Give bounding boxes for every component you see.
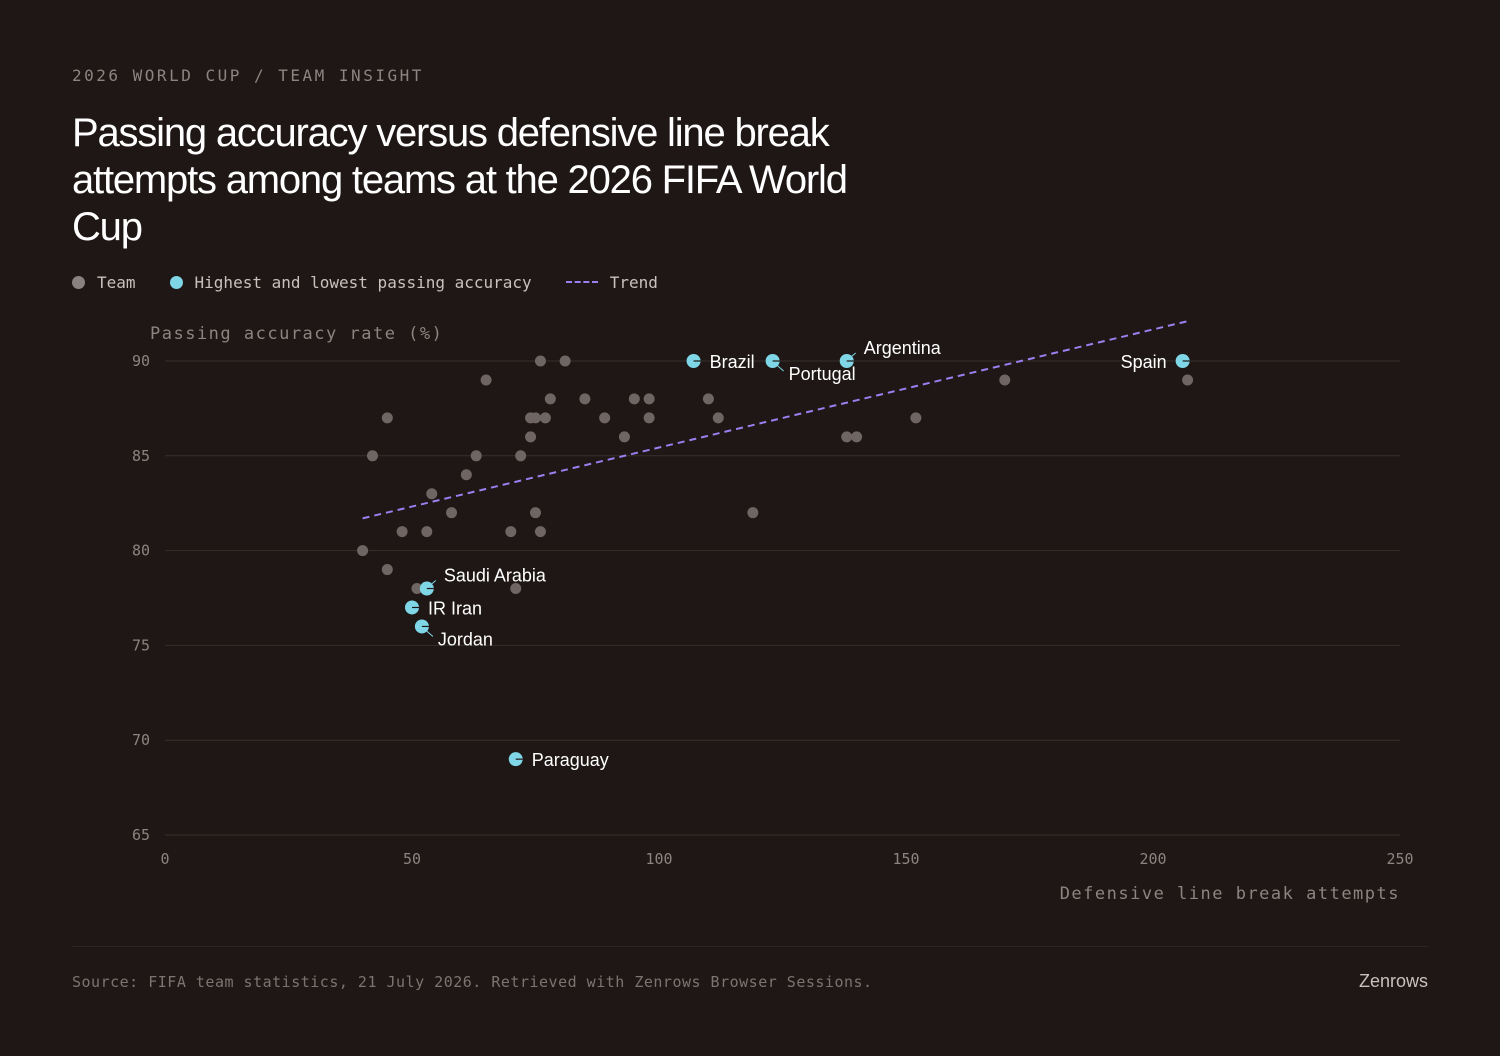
team-point: [841, 431, 853, 443]
y-tick-label: 70: [132, 731, 150, 749]
highlight-points: Brazil Portugal Argentina Spain Saudi Arabia…: [405, 338, 1190, 770]
team-point: [643, 412, 655, 424]
team-point: [366, 450, 378, 462]
x-tick-label: 50: [403, 850, 421, 868]
y-axis-title: Passing accuracy rate (%): [150, 324, 443, 344]
team-point: [381, 564, 393, 576]
point-label: Brazil: [710, 352, 755, 372]
team-point: [411, 583, 423, 595]
axes: 65 70 75 80 85 90 0 50 100 150 200 250 Passing accur…: [132, 324, 1414, 904]
y-tick-label: 90: [132, 352, 150, 370]
point-label: Jordan: [438, 629, 493, 649]
team-point: [618, 431, 630, 443]
point-label: Spain: [1121, 352, 1167, 372]
gridlines: [165, 360, 1400, 836]
team-point: [544, 393, 556, 405]
legend-trend-swatch: [565, 281, 598, 283]
team-point: [357, 545, 369, 557]
team-point: [505, 526, 517, 538]
team-point: [515, 450, 527, 462]
team-point: [460, 469, 472, 481]
team-point: [480, 374, 492, 386]
legend: Team Highest and lowest passing accuracy…: [72, 270, 692, 294]
footer-divider: [72, 946, 1428, 947]
point-label: IR Iran: [428, 598, 482, 618]
x-tick-label: 200: [1139, 850, 1166, 868]
point-label: Argentina: [864, 338, 942, 358]
team-point: [510, 583, 522, 595]
team-point: [446, 507, 458, 519]
y-tick-label: 85: [132, 447, 150, 465]
team-point: [712, 412, 724, 424]
y-tick-label: 65: [132, 826, 150, 844]
legend-team-label: Team: [97, 272, 136, 292]
team-point: [851, 431, 863, 443]
team-points: [357, 355, 1194, 595]
chart-kicker: 2026 WORLD CUP / TEAM INSIGHT: [72, 66, 424, 85]
team-point: [599, 412, 611, 424]
legend-item-team: Team: [72, 273, 136, 292]
team-point: [426, 488, 438, 500]
team-point: [534, 355, 546, 367]
team-point: [702, 393, 714, 405]
trend-layer: [362, 320, 1188, 520]
team-point: [579, 393, 591, 405]
team-point: [1182, 374, 1194, 386]
team-point: [539, 412, 551, 424]
legend-highlight-label: Highest and lowest passing accuracy: [194, 272, 532, 292]
team-point: [470, 450, 482, 462]
team-point: [559, 355, 571, 367]
team-point: [396, 526, 408, 538]
legend-trend-label: Trend: [609, 272, 658, 292]
point-label: Paraguay: [532, 750, 609, 770]
team-point: [628, 393, 640, 405]
point-label: Portugal: [789, 364, 856, 384]
team-point: [999, 374, 1011, 386]
team-point: [381, 412, 393, 424]
legend-item-trend: Trend: [565, 272, 658, 292]
team-point: [643, 393, 655, 405]
x-tick-label: 100: [645, 850, 672, 868]
chart-title: Passing accuracy versus defensive line b…: [72, 111, 848, 249]
y-tick-label: 80: [132, 542, 150, 560]
team-point: [421, 526, 433, 538]
x-axis-title: Defensive line break attempts: [1060, 884, 1400, 904]
legend-team-swatch: [72, 275, 85, 289]
brand-logo: Zenrows: [1358, 971, 1428, 991]
team-point: [530, 412, 541, 424]
legend-highlight-swatch: [169, 275, 183, 289]
team-point: [525, 431, 537, 443]
x-tick-label: 150: [892, 850, 919, 868]
trend-line: [362, 320, 1188, 520]
y-tick-label: 75: [132, 636, 150, 654]
x-tick-label: 250: [1386, 850, 1413, 868]
team-point: [910, 412, 922, 424]
x-tick-label: 0: [160, 850, 169, 868]
point-label: Saudi Arabia: [444, 566, 547, 586]
team-point: [530, 507, 541, 519]
team-point: [747, 507, 759, 519]
team-point: [534, 526, 546, 538]
legend-item-highlight: Highest and lowest passing accuracy: [169, 272, 532, 292]
source-note: Source: FIFA team statistics, 21 July 20…: [72, 973, 873, 991]
